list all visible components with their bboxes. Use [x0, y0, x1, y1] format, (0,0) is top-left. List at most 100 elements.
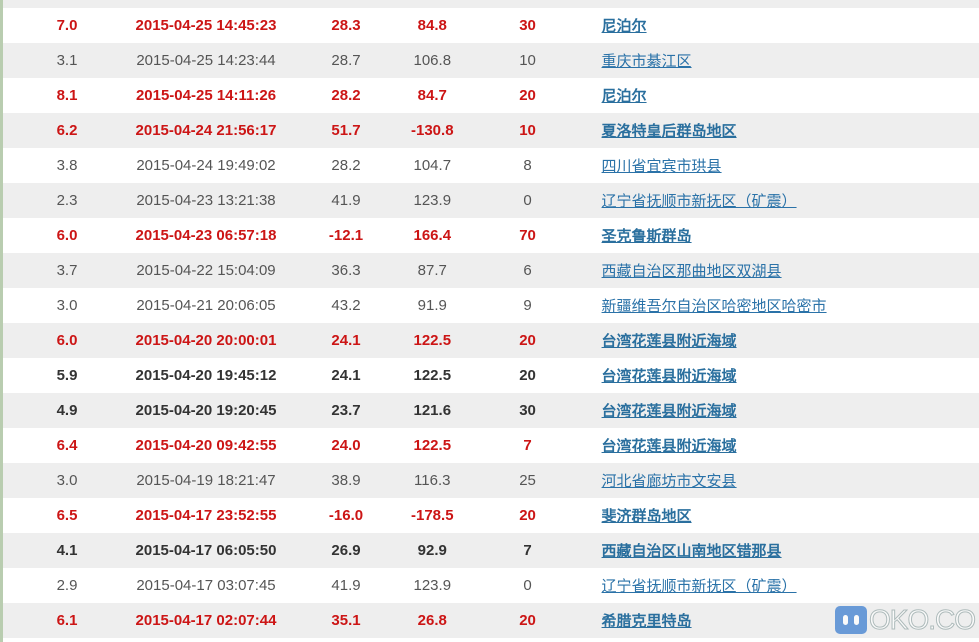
location-link[interactable]: 尼泊尔: [601, 88, 647, 105]
location-link[interactable]: 圣克鲁斯群岛: [601, 228, 692, 245]
longitude-cell: -130.8: [411, 122, 454, 139]
location-link[interactable]: 台湾花莲县附近海域: [601, 333, 737, 350]
magnitude-cell: 3.0: [56, 297, 78, 314]
table-row: 8.1 2015-04-25 14:11:26 28.2 84.7 20 尼泊尔: [3, 78, 979, 113]
depth-cell: 30: [519, 402, 536, 419]
table-row: 5.9 2015-04-20 19:45:12 24.1 122.5 20 台湾花莲县附近…: [3, 358, 979, 393]
location-cell: 圣克鲁斯群岛: [602, 218, 979, 253]
location-link[interactable]: 西藏自治区山南地区错那县: [601, 543, 782, 560]
depth-cell: 8: [523, 157, 532, 174]
time-cell: 2015-04-20 20:00:01: [135, 332, 277, 349]
magnitude-cell: 2.3: [56, 192, 78, 209]
magnitude-cell: 5.9: [56, 367, 78, 384]
magnitude-cell: 6.2: [56, 122, 78, 139]
longitude-cell: 123.9: [413, 192, 452, 209]
location-link[interactable]: 新疆维吾尔自治区哈密地区哈密市: [601, 298, 827, 315]
location-link[interactable]: 西藏自治区那曲地区双湖县: [601, 263, 782, 280]
time-cell: 2015-04-25 14:45:23: [135, 17, 277, 34]
table-row: 2.9 2015-04-17 03:07:45 41.9 123.9 0 辽宁省抚顺市新抚…: [3, 568, 979, 603]
location-link[interactable]: 重庆市綦江区: [601, 53, 692, 70]
location-link[interactable]: 希腊克里特岛: [601, 613, 692, 630]
table-row: 3.0 2015-04-21 20:06:05 43.2 91.9 9 新疆维吾尔自治区哈…: [3, 288, 979, 323]
time-cell: 2015-04-17 06:05:50: [135, 542, 277, 559]
location-link[interactable]: 斐济群岛地区: [601, 508, 692, 525]
location-link[interactable]: 四川省宜宾市珙县: [601, 158, 722, 175]
table-row: 3.0 2015-04-19 18:21:47 38.9 116.3 25 河北省廊坊市文…: [3, 463, 979, 498]
depth-cell: 70: [519, 227, 536, 244]
earthquake-table: 7.0 2015-04-25 14:45:23 28.3 84.8 30 尼泊尔 3.1 20…: [3, 8, 979, 638]
location-cell: 台湾花莲县附近海域: [602, 428, 979, 463]
table-row: 3.1 2015-04-25 14:23:44 28.7 106.8 10 重庆市綦江区: [3, 43, 979, 78]
magnitude-cell: 6.0: [56, 227, 78, 244]
depth-cell: 7: [523, 437, 532, 454]
time-cell: 2015-04-19 18:21:47: [136, 472, 276, 489]
location-cell: 尼泊尔: [602, 8, 979, 43]
latitude-cell: 51.7: [331, 122, 361, 139]
location-link[interactable]: 台湾花莲县附近海域: [601, 403, 737, 420]
location-link[interactable]: 辽宁省抚顺市新抚区（矿震）: [601, 578, 797, 595]
location-cell: 新疆维吾尔自治区哈密地区哈密市: [602, 288, 979, 323]
location-cell: 河北省廊坊市文安县: [602, 463, 979, 498]
depth-cell: 0: [523, 192, 532, 209]
time-cell: 2015-04-24 21:56:17: [135, 122, 277, 139]
depth-cell: 20: [519, 507, 536, 524]
location-cell: 四川省宜宾市珙县: [602, 148, 979, 183]
longitude-cell: 106.8: [413, 52, 452, 69]
latitude-cell: 28.2: [331, 87, 361, 104]
table-row: 4.9 2015-04-20 19:20:45 23.7 121.6 30 台湾花莲县附近…: [3, 393, 979, 428]
magnitude-cell: 6.5: [56, 507, 78, 524]
chat-bubble-logo-icon: [835, 606, 867, 634]
earthquake-table-body: 7.0 2015-04-25 14:45:23 28.3 84.8 30 尼泊尔 3.1 20…: [3, 8, 979, 638]
time-cell: 2015-04-25 14:11:26: [135, 87, 277, 104]
depth-cell: 20: [519, 612, 536, 629]
depth-cell: 25: [519, 472, 536, 489]
longitude-cell: -178.5: [411, 507, 454, 524]
location-link[interactable]: 台湾花莲县附近海域: [601, 368, 737, 385]
latitude-cell: 35.1: [331, 612, 361, 629]
magnitude-cell: 3.1: [56, 52, 78, 69]
location-link[interactable]: 台湾花莲县附近海域: [601, 438, 737, 455]
time-cell: 2015-04-17 03:07:45: [136, 577, 276, 594]
magnitude-cell: 3.0: [56, 472, 78, 489]
longitude-cell: 122.5: [413, 332, 452, 349]
table-row: 3.8 2015-04-24 19:49:02 28.2 104.7 8 四川省宜宾市珙县: [3, 148, 979, 183]
latitude-cell: 43.2: [331, 297, 361, 314]
depth-cell: 7: [523, 542, 532, 559]
location-link[interactable]: 夏洛特皇后群岛地区: [601, 123, 737, 140]
latitude-cell: -12.1: [328, 227, 364, 244]
location-cell: 辽宁省抚顺市新抚区（矿震）: [602, 183, 979, 218]
depth-cell: 30: [519, 17, 536, 34]
table-row: 6.5 2015-04-17 23:52:55 -16.0 -178.5 20 斐济群岛地…: [3, 498, 979, 533]
magnitude-cell: 6.4: [56, 437, 78, 454]
watermark: OKO.CO: [835, 604, 977, 635]
latitude-cell: 28.3: [331, 17, 361, 34]
latitude-cell: 36.3: [331, 262, 361, 279]
latitude-cell: 23.7: [331, 402, 361, 419]
longitude-cell: 104.7: [413, 157, 452, 174]
time-cell: 2015-04-24 19:49:02: [136, 157, 276, 174]
location-cell: 台湾花莲县附近海域: [602, 358, 979, 393]
depth-cell: 20: [519, 367, 536, 384]
depth-cell: 20: [519, 332, 536, 349]
longitude-cell: 166.4: [413, 227, 452, 244]
magnitude-cell: 8.1: [56, 87, 78, 104]
time-cell: 2015-04-23 13:21:38: [136, 192, 276, 209]
table-row: 6.0 2015-04-20 20:00:01 24.1 122.5 20 台湾花莲县附近…: [3, 323, 979, 358]
time-cell: 2015-04-20 09:42:55: [135, 437, 277, 454]
location-cell: 台湾花莲县附近海域: [602, 323, 979, 358]
location-cell: 西藏自治区山南地区错那县: [602, 533, 979, 568]
location-cell: 斐济群岛地区: [602, 498, 979, 533]
location-link[interactable]: 尼泊尔: [601, 18, 647, 35]
longitude-cell: 121.6: [413, 402, 452, 419]
longitude-cell: 123.9: [413, 577, 452, 594]
latitude-cell: 24.1: [331, 367, 361, 384]
location-link[interactable]: 辽宁省抚顺市新抚区（矿震）: [601, 193, 797, 210]
location-cell: 西藏自治区那曲地区双湖县: [602, 253, 979, 288]
time-cell: 2015-04-23 06:57:18: [135, 227, 277, 244]
longitude-cell: 116.3: [414, 472, 451, 489]
magnitude-cell: 7.0: [56, 17, 78, 34]
depth-cell: 10: [519, 52, 536, 69]
latitude-cell: 41.9: [331, 192, 361, 209]
longitude-cell: 87.7: [417, 262, 447, 279]
location-link[interactable]: 河北省廊坊市文安县: [601, 473, 737, 490]
